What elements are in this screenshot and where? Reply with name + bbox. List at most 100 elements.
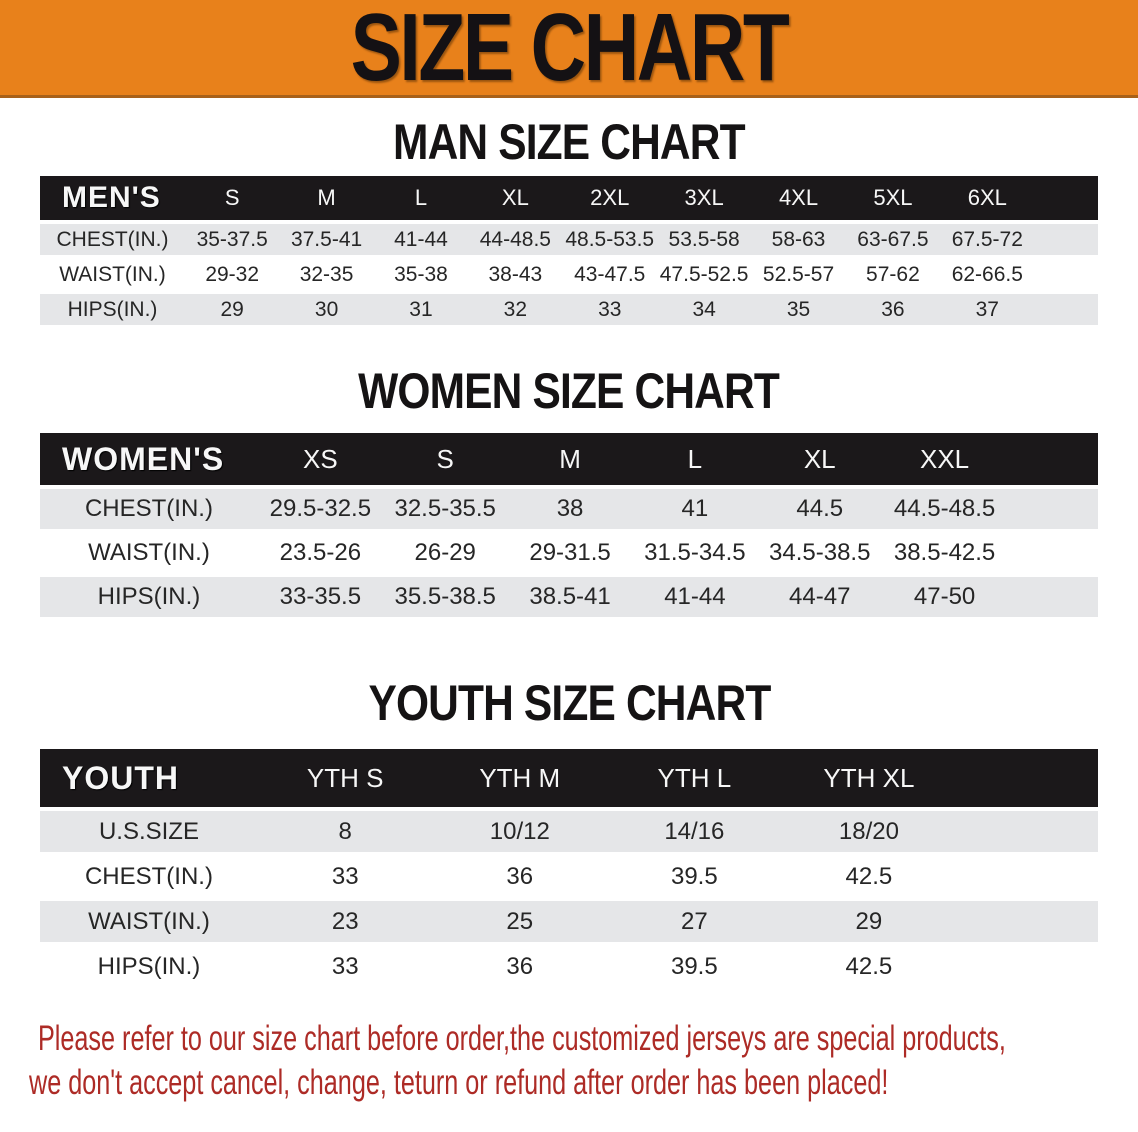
men-measurement-cell: 53.5-58 [656,222,752,259]
youth-cell-spacer [956,899,1098,946]
men-measurement-cell: 29 [184,292,280,329]
youth-measurement-cell: 14/16 [607,809,782,856]
women-table-header-row: WOMEN'S XS S M L XL XXL [40,433,1098,489]
women-cell-spacer [1007,575,1098,621]
women-cell-spacer [1007,487,1098,533]
youth-measurement-cell: 27 [607,899,782,946]
youth-measurement-cell: 10/12 [432,809,608,856]
men-measurement-cell: 67.5-72 [940,222,1035,259]
women-column-header: XL [757,433,883,489]
men-measurement-cell: 32-35 [279,257,374,294]
men-size-chart-heading: MAN SIZE CHART [0,116,1138,168]
women-measurement-cell: 38.5-41 [507,575,633,621]
men-size-chart-heading-text: MAN SIZE CHART [393,114,746,170]
men-measurement-cell: 35-37.5 [184,222,280,259]
youth-measurement-cell: 23 [257,899,433,946]
men-column-header: S [184,176,280,224]
table-row: WAIST(IN.) 23.5-26 26-29 29-31.5 31.5-34.5 34… [40,531,1098,577]
table-row: HIPS(IN.) 33-35.5 35.5-38.5 38.5-41 41-44 44-… [40,575,1098,621]
men-row-label: WAIST(IN.) [40,257,185,294]
youth-row-label: HIPS(IN.) [40,944,258,991]
women-measurement-cell: 38 [507,487,633,533]
women-column-header: S [382,433,508,489]
men-table-group-label: MEN'S [40,176,185,224]
men-measurement-cell: 48.5-53.5 [562,222,657,259]
women-measurement-cell: 32.5-35.5 [382,487,508,533]
men-measurement-cell: 29-32 [184,257,280,294]
women-measurement-cell: 38.5-42.5 [882,531,1007,577]
women-column-header-spacer [1007,433,1098,489]
women-cell-spacer [1007,531,1098,577]
table-row: CHEST(IN.) 29.5-32.5 32.5-35.5 38 41 44.5 44.5… [40,487,1098,533]
women-column-header: L [632,433,758,489]
disclaimer-line-2: we don't accept cancel, change, teturn o… [29,1063,889,1102]
men-column-header: 3XL [656,176,752,224]
youth-cell-spacer [956,809,1098,856]
men-measurement-cell: 38-43 [468,257,563,294]
youth-measurement-cell: 42.5 [781,944,957,991]
youth-column-header-spacer [956,749,1098,811]
youth-measurement-cell: 42.5 [781,854,957,901]
men-cell-spacer [1034,292,1098,329]
women-measurement-cell: 44.5-48.5 [882,487,1007,533]
women-measurement-cell: 26-29 [382,531,508,577]
women-table-group-label: WOMEN'S [40,433,258,489]
youth-row-label: CHEST(IN.) [40,854,258,901]
youth-cell-spacer [956,944,1098,991]
men-measurement-cell: 33 [562,292,657,329]
men-column-header: M [279,176,374,224]
women-measurement-cell: 34.5-38.5 [757,531,883,577]
youth-measurement-cell: 33 [257,944,433,991]
women-measurement-cell: 35.5-38.5 [382,575,508,621]
women-size-table: WOMEN'S XS S M L XL XXL CHEST(IN.) 29.5-32.5 32.5… [40,433,1098,621]
men-column-header: XL [468,176,563,224]
men-row-label: HIPS(IN.) [40,292,185,329]
table-row: CHEST(IN.) 33 36 39.5 42.5 [40,854,1098,901]
men-measurement-cell: 52.5-57 [751,257,846,294]
youth-measurement-cell: 8 [257,809,433,856]
women-measurement-cell: 29-31.5 [507,531,633,577]
table-row: HIPS(IN.) 29 30 31 32 33 34 35 36 37 [40,292,1098,329]
youth-column-header: YTH XL [781,749,957,811]
men-measurement-cell: 43-47.5 [562,257,657,294]
youth-measurement-cell: 25 [432,899,608,946]
men-measurement-cell: 58-63 [751,222,846,259]
women-size-chart-heading-text: WOMEN SIZE CHART [358,363,781,419]
size-chart-banner: SIZE CHART [0,0,1138,98]
men-cell-spacer [1034,222,1098,259]
women-column-header: M [507,433,633,489]
banner-title: SIZE CHART [350,0,790,101]
men-measurement-cell: 35-38 [373,257,469,294]
men-column-header: 4XL [751,176,846,224]
men-column-header: 5XL [845,176,941,224]
youth-measurement-cell: 36 [432,854,608,901]
women-measurement-cell: 31.5-34.5 [632,531,758,577]
youth-measurement-cell: 29 [781,899,957,946]
men-measurement-cell: 63-67.5 [845,222,941,259]
table-row: HIPS(IN.) 33 36 39.5 42.5 [40,944,1098,991]
men-cell-spacer [1034,257,1098,294]
men-measurement-cell: 31 [373,292,469,329]
men-measurement-cell: 36 [845,292,941,329]
youth-column-header: YTH S [257,749,433,811]
men-size-table: MEN'S S M L XL 2XL 3XL 4XL 5XL 6XL CHEST(IN.) 35-37… [40,176,1098,329]
youth-row-label: WAIST(IN.) [40,899,258,946]
disclaimer: Please refer to our size chart before or… [0,1017,1138,1105]
youth-measurement-cell: 18/20 [781,809,957,856]
men-column-header: L [373,176,469,224]
women-measurement-cell: 41 [632,487,758,533]
youth-column-header: YTH L [607,749,782,811]
men-column-header: 6XL [940,176,1035,224]
men-measurement-cell: 32 [468,292,563,329]
men-measurement-cell: 62-66.5 [940,257,1035,294]
disclaimer-line-1: Please refer to our size chart before or… [38,1019,1006,1058]
youth-measurement-cell: 39.5 [607,944,782,991]
men-measurement-cell: 37 [940,292,1035,329]
table-row: U.S.SIZE 8 10/12 14/16 18/20 [40,809,1098,856]
youth-cell-spacer [956,854,1098,901]
men-column-header-spacer [1034,176,1098,224]
table-row: WAIST(IN.) 29-32 32-35 35-38 38-43 43-47.5 47.… [40,257,1098,294]
youth-size-chart-heading: YOUTH SIZE CHART [0,677,1138,729]
men-measurement-cell: 34 [656,292,752,329]
women-column-header: XXL [882,433,1007,489]
